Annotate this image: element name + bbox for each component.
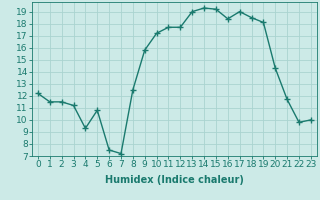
X-axis label: Humidex (Indice chaleur): Humidex (Indice chaleur) [105,175,244,185]
